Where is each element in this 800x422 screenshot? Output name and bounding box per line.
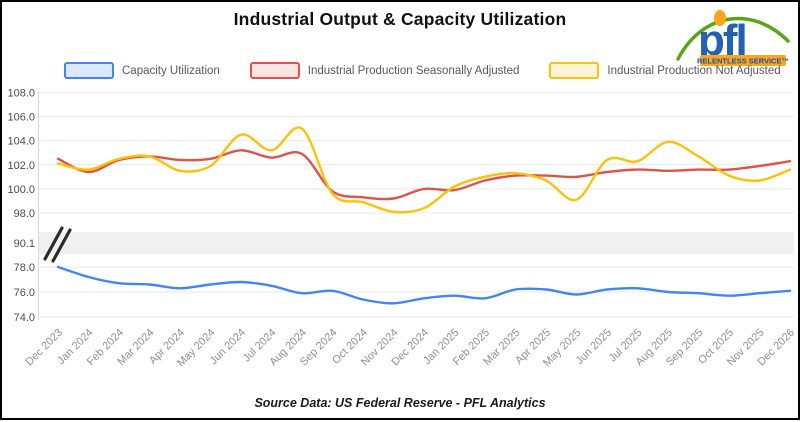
y-tick-label: 102.0 bbox=[7, 160, 35, 172]
axis-break-mark bbox=[51, 228, 72, 263]
logo-tagline-bar bbox=[700, 55, 786, 66]
legend-label: Industrial Production Not Adjusted bbox=[607, 64, 781, 77]
y-tick-label: 104.0 bbox=[7, 136, 35, 148]
pfl-logo: pfl RELENTLESS SERVICE™ bbox=[674, 5, 792, 69]
y-tick-label: 98.0 bbox=[14, 208, 35, 220]
legend: Capacity Utilization Industrial Productio… bbox=[64, 62, 781, 79]
axis-break-label: 90.1 bbox=[14, 238, 35, 250]
pfl-logo-graphic: pfl RELENTLESS SERVICE™ bbox=[676, 10, 790, 66]
legend-swatch-icon bbox=[549, 62, 600, 79]
y-tick-label: 100.0 bbox=[7, 184, 35, 196]
legend-item-industrial-production-not-adjusted[interactable]: Industrial Production Not Adjusted bbox=[549, 62, 781, 79]
legend-item-industrial-production-seasonally-adjusted[interactable]: Industrial Production Seasonally Adjuste… bbox=[249, 62, 520, 79]
legend-swatch-icon bbox=[249, 62, 300, 79]
axis-break-band bbox=[38, 232, 794, 254]
series-line-industrial-production-not-adjusted bbox=[56, 126, 792, 214]
y-tick-label: 106.0 bbox=[7, 112, 35, 124]
legend-swatch-icon bbox=[64, 62, 114, 79]
y-tick-label: 74.0 bbox=[14, 312, 35, 324]
source-note: Source Data: US Federal Reserve - PFL An… bbox=[254, 396, 546, 410]
series-line-industrial-production-seasonally-adjusted bbox=[56, 149, 792, 201]
logo-tagline: RELENTLESS SERVICE™ bbox=[697, 57, 789, 66]
logo-dot-icon bbox=[714, 10, 726, 26]
logo-swoosh-icon bbox=[676, 16, 790, 61]
legend-item-capacity-utilization[interactable]: Capacity Utilization bbox=[64, 62, 220, 79]
axis-break-mark bbox=[43, 226, 64, 261]
chart-title: Industrial Output & Capacity Utilization bbox=[233, 9, 567, 29]
legend-label: Capacity Utilization bbox=[122, 64, 220, 77]
y-tick-label: 108.0 bbox=[7, 88, 35, 100]
y-tick-label: 78.0 bbox=[14, 262, 35, 274]
series-line-capacity-utilization bbox=[56, 265, 792, 305]
y-tick-label: 76.0 bbox=[14, 287, 35, 299]
legend-label: Industrial Production Seasonally Adjuste… bbox=[307, 64, 520, 77]
